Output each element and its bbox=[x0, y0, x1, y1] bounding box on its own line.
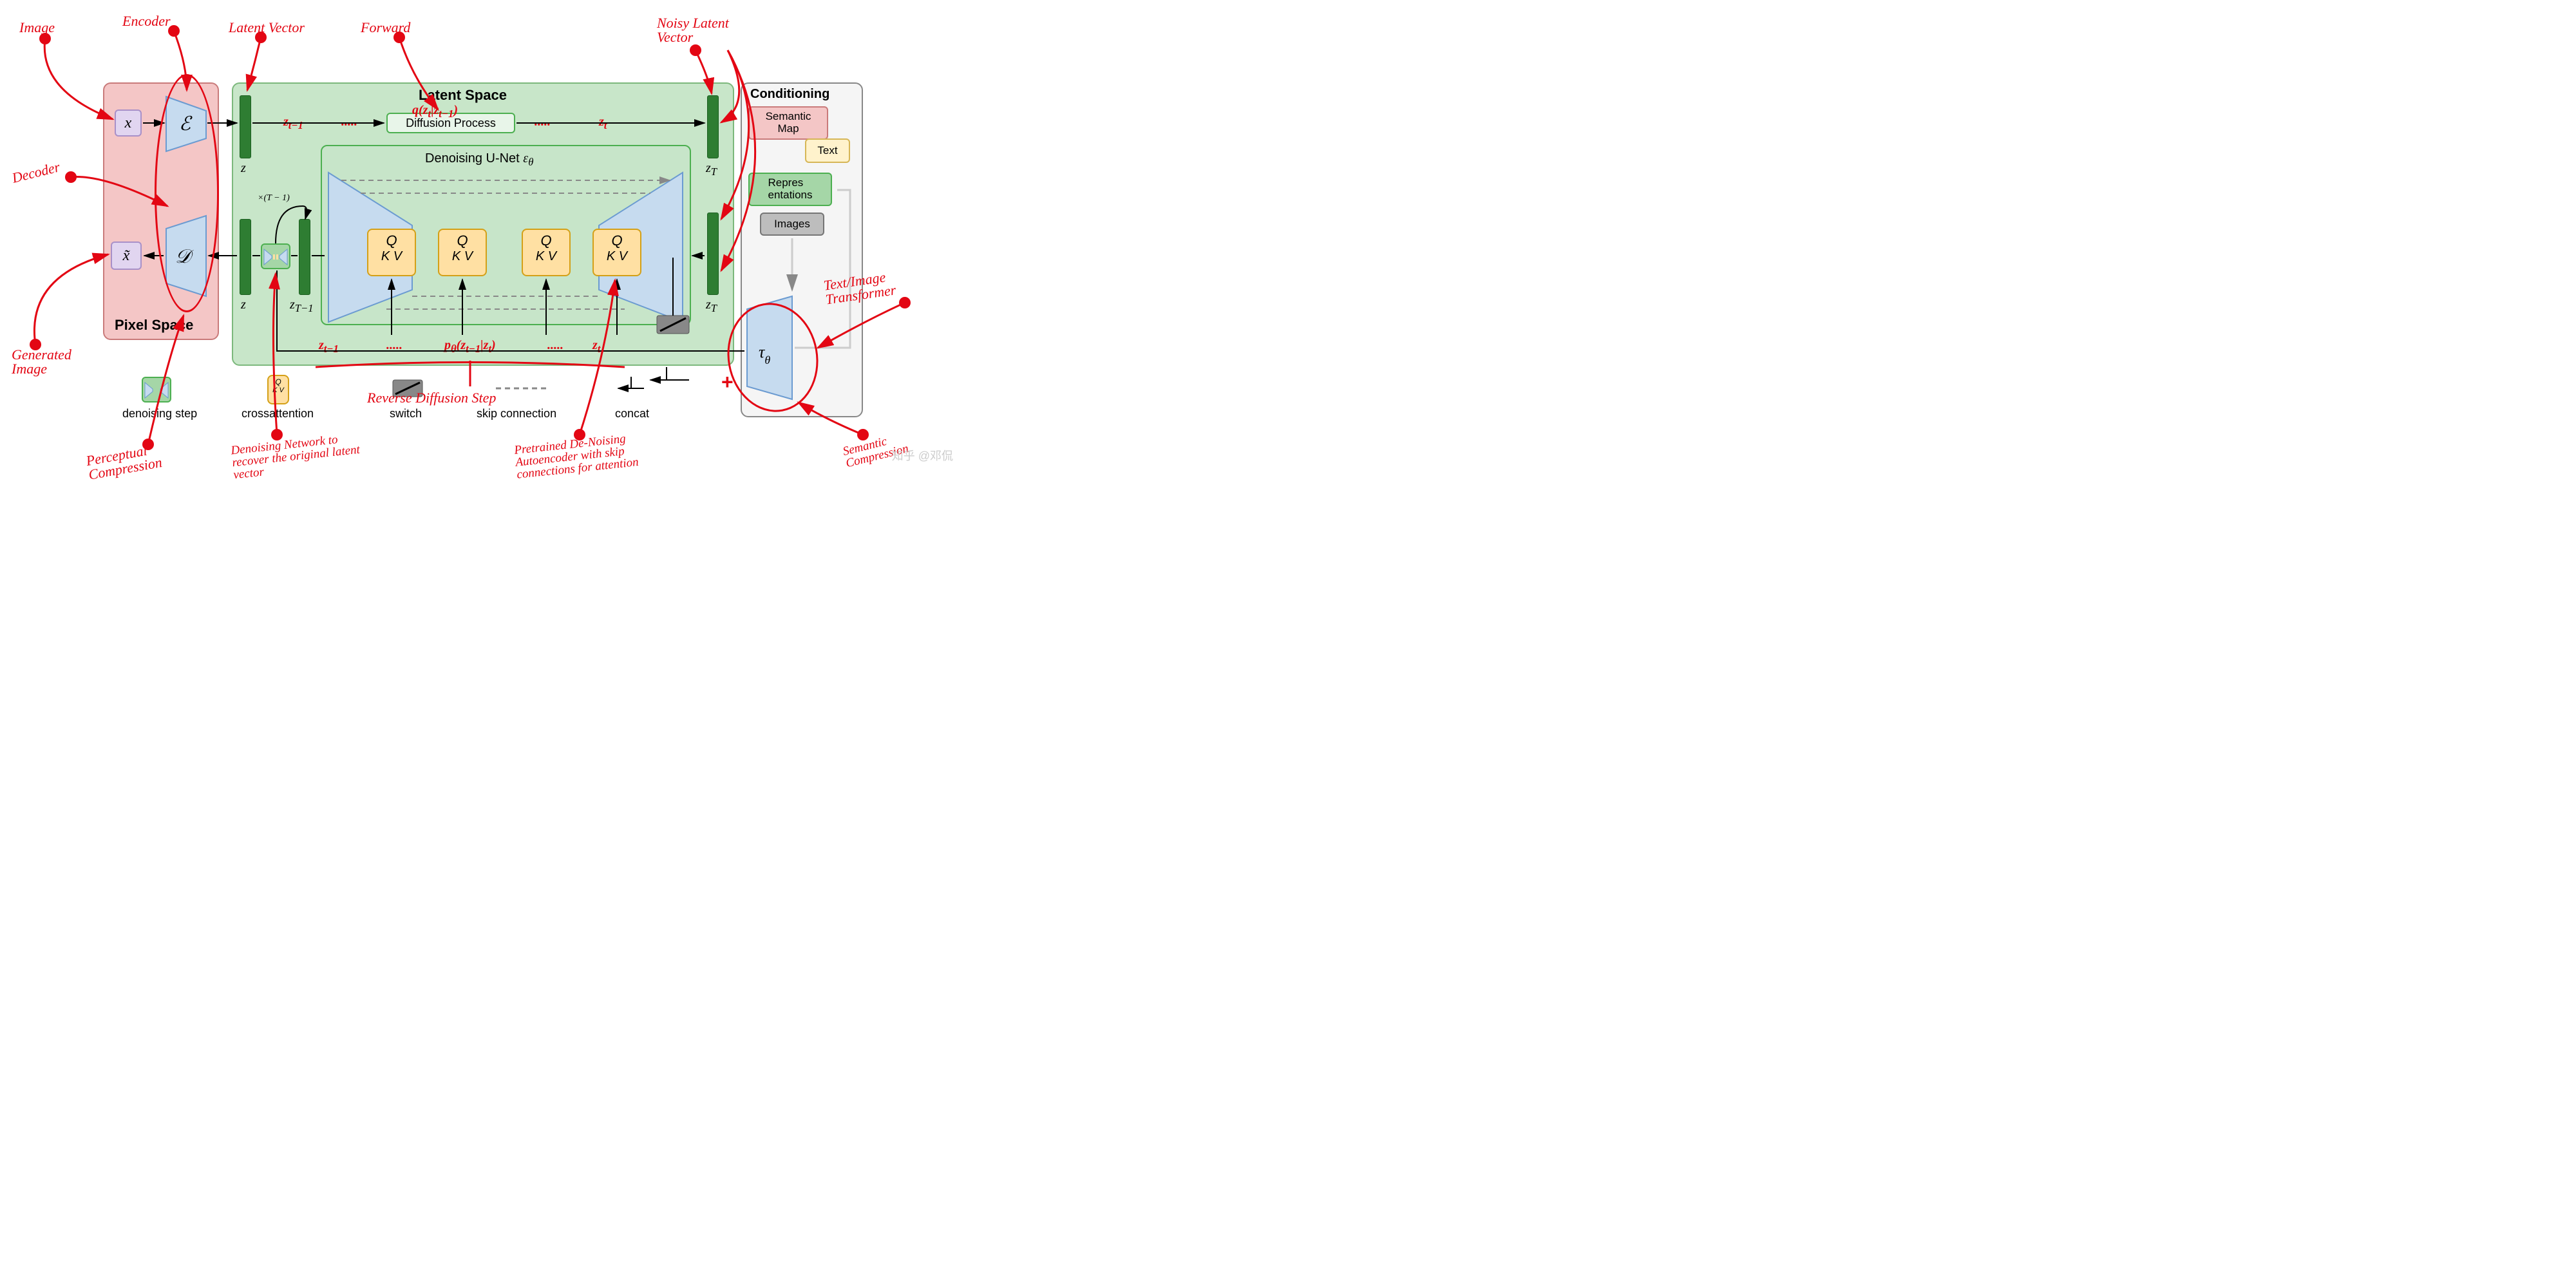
q-cond: q(zt|zt−1) bbox=[412, 103, 458, 120]
times-t1: ×(T − 1) bbox=[258, 193, 290, 204]
dots-bot2: ..... bbox=[547, 338, 564, 353]
text-box: Text bbox=[805, 138, 850, 163]
text-label: Text bbox=[817, 144, 837, 157]
z-bar-top bbox=[240, 95, 251, 158]
x-tilde-box: x̃ bbox=[111, 242, 142, 270]
legend-crossattn: crossattention bbox=[242, 407, 314, 421]
zTm1-label: zT−1 bbox=[290, 298, 314, 315]
latent-space-title: Latent Space bbox=[419, 87, 507, 104]
zT-bar-bot bbox=[707, 213, 719, 295]
zt-top: zt bbox=[599, 115, 607, 132]
ann-pretrained: Pretrained De-NoisingAutoencoder with sk… bbox=[514, 431, 639, 481]
legend-denoise: denoising step bbox=[122, 407, 197, 421]
qkv-3: QK V bbox=[522, 229, 571, 276]
x-tilde-label: x̃ bbox=[123, 247, 130, 265]
qkv-2: QK V bbox=[438, 229, 487, 276]
z-label-top: z bbox=[241, 161, 246, 176]
legend-concat: concat bbox=[615, 407, 649, 421]
dots-top2: ..... bbox=[535, 115, 551, 129]
qkv-1: QK V bbox=[367, 229, 416, 276]
conditioning-title: Conditioning bbox=[750, 87, 829, 102]
legend-qkv-icon: QK V bbox=[267, 375, 289, 404]
ann-latent-vector: Latent Vector bbox=[229, 19, 305, 36]
watermark: 知乎 @邓侃 bbox=[892, 447, 953, 464]
ztm1-top: zt−1 bbox=[283, 115, 303, 132]
zt-bot: zt bbox=[592, 338, 600, 355]
ann-image: Image bbox=[19, 19, 55, 36]
legend-switch: switch bbox=[390, 407, 422, 421]
z-label-bot: z bbox=[241, 298, 246, 312]
ann-generated: GeneratedImage bbox=[12, 348, 71, 376]
zTm1-bar bbox=[299, 219, 310, 295]
ellipse-encoder-decoder bbox=[155, 74, 219, 312]
ann-forward: Forward bbox=[361, 19, 410, 36]
ann-reverse: Reverse Diffusion Step bbox=[367, 390, 496, 406]
z-bar-bot bbox=[240, 219, 251, 295]
dots-bot1: ..... bbox=[386, 338, 402, 353]
zT-bar-top bbox=[707, 95, 719, 158]
ann-perceptual: PerceptualCompression bbox=[85, 441, 163, 482]
zT-label-top: zT bbox=[706, 161, 717, 178]
ann-encoder: Encoder bbox=[122, 13, 171, 30]
zT-label-bot: zT bbox=[706, 298, 717, 315]
x-input-box: x bbox=[115, 109, 142, 137]
ann-decoder: Decoder bbox=[10, 158, 62, 187]
unet-title: Denoising U-Net εθ bbox=[425, 151, 533, 169]
images-box: Images bbox=[760, 213, 824, 236]
ann-noisy-latent: Noisy LatentVector bbox=[657, 16, 729, 44]
ztm1-bot: zt−1 bbox=[319, 338, 339, 355]
legend-denoise-icon bbox=[142, 377, 171, 402]
semantic-map-box: SemanticMap bbox=[748, 106, 828, 140]
ann-denoise-net: Denoising Network torecover the original… bbox=[231, 431, 362, 482]
pixel-space-title: Pixel Space bbox=[115, 317, 193, 334]
representations-box: Representations bbox=[748, 173, 832, 206]
dots-top1: ..... bbox=[341, 115, 357, 129]
p-cond: pθ(zt−1|zt) bbox=[444, 338, 496, 355]
x-label: x bbox=[125, 115, 132, 132]
qkv-4: QK V bbox=[592, 229, 641, 276]
denoising-step-icon bbox=[261, 243, 290, 269]
images-label: Images bbox=[774, 218, 810, 231]
legend-skip: skip connection bbox=[477, 407, 556, 421]
